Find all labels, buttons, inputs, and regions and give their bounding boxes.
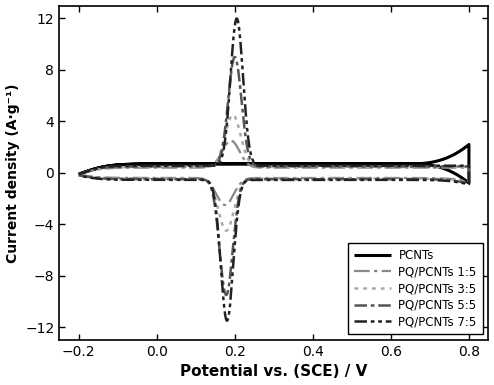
PQ/PCNTs 5:5	[76, 172, 82, 176]
PQ/PCNTs 1:5	[429, 165, 435, 170]
PQ/PCNTs 3:5	[76, 173, 82, 177]
PQ/PCNTs 7:5	[76, 172, 82, 176]
PCNTs	[207, 161, 213, 166]
PQ/PCNTs 5:5	[456, 179, 462, 184]
PQ/PCNTs 3:5	[456, 178, 462, 183]
PQ/PCNTs 7:5	[215, 161, 221, 166]
Y-axis label: Current density (A·g⁻¹): Current density (A·g⁻¹)	[5, 83, 20, 263]
PQ/PCNTs 1:5	[222, 203, 228, 207]
PQ/PCNTs 5:5	[223, 293, 229, 297]
PQ/PCNTs 1:5	[228, 138, 234, 143]
PQ/PCNTs 1:5	[215, 156, 221, 161]
PCNTs	[429, 163, 435, 167]
PQ/PCNTs 5:5	[76, 173, 82, 178]
PCNTs	[179, 161, 185, 166]
Line: PQ/PCNTs 5:5: PQ/PCNTs 5:5	[79, 57, 469, 295]
PQ/PCNTs 3:5	[429, 165, 435, 169]
PQ/PCNTs 3:5	[76, 172, 82, 176]
Line: PQ/PCNTs 3:5: PQ/PCNTs 3:5	[79, 115, 469, 231]
PQ/PCNTs 1:5	[125, 176, 131, 180]
PCNTs	[339, 161, 345, 166]
PQ/PCNTs 5:5	[125, 177, 131, 181]
PQ/PCNTs 7:5	[76, 173, 82, 178]
PQ/PCNTs 5:5	[429, 164, 435, 169]
PQ/PCNTs 5:5	[215, 159, 221, 164]
Line: PQ/PCNTs 7:5: PQ/PCNTs 7:5	[79, 18, 469, 321]
Legend: PCNTs, PQ/PCNTs 1:5, PQ/PCNTs 3:5, PQ/PCNTs 5:5, PQ/PCNTs 7:5: PCNTs, PQ/PCNTs 1:5, PQ/PCNTs 3:5, PQ/PC…	[348, 243, 483, 334]
PQ/PCNTs 7:5	[125, 177, 131, 182]
PQ/PCNTs 1:5	[456, 177, 462, 182]
PQ/PCNTs 7:5	[429, 163, 435, 168]
PCNTs	[466, 142, 472, 147]
PQ/PCNTs 5:5	[232, 55, 238, 59]
PQ/PCNTs 1:5	[76, 172, 82, 177]
Line: PCNTs: PCNTs	[79, 144, 469, 183]
PQ/PCNTs 5:5	[90, 167, 96, 172]
PQ/PCNTs 7:5	[318, 177, 324, 182]
PQ/PCNTs 3:5	[223, 228, 229, 233]
PQ/PCNTs 7:5	[224, 318, 230, 323]
PQ/PCNTs 3:5	[125, 176, 131, 181]
PQ/PCNTs 3:5	[215, 155, 221, 160]
PQ/PCNTs 7:5	[90, 167, 96, 172]
PCNTs	[466, 181, 472, 186]
PQ/PCNTs 1:5	[90, 168, 96, 172]
PCNTs	[414, 161, 420, 166]
PQ/PCNTs 1:5	[76, 171, 82, 176]
PQ/PCNTs 5:5	[318, 177, 324, 182]
PQ/PCNTs 3:5	[90, 167, 96, 172]
PQ/PCNTs 3:5	[230, 112, 236, 117]
PCNTs	[445, 168, 451, 172]
PQ/PCNTs 1:5	[318, 176, 324, 180]
Line: PQ/PCNTs 1:5: PQ/PCNTs 1:5	[79, 141, 469, 205]
PQ/PCNTs 7:5	[234, 16, 240, 21]
X-axis label: Potential vs. (SCE) / V: Potential vs. (SCE) / V	[180, 365, 368, 380]
PCNTs	[76, 172, 82, 176]
PQ/PCNTs 7:5	[456, 180, 462, 185]
PCNTs	[76, 172, 82, 176]
PQ/PCNTs 3:5	[318, 176, 324, 181]
